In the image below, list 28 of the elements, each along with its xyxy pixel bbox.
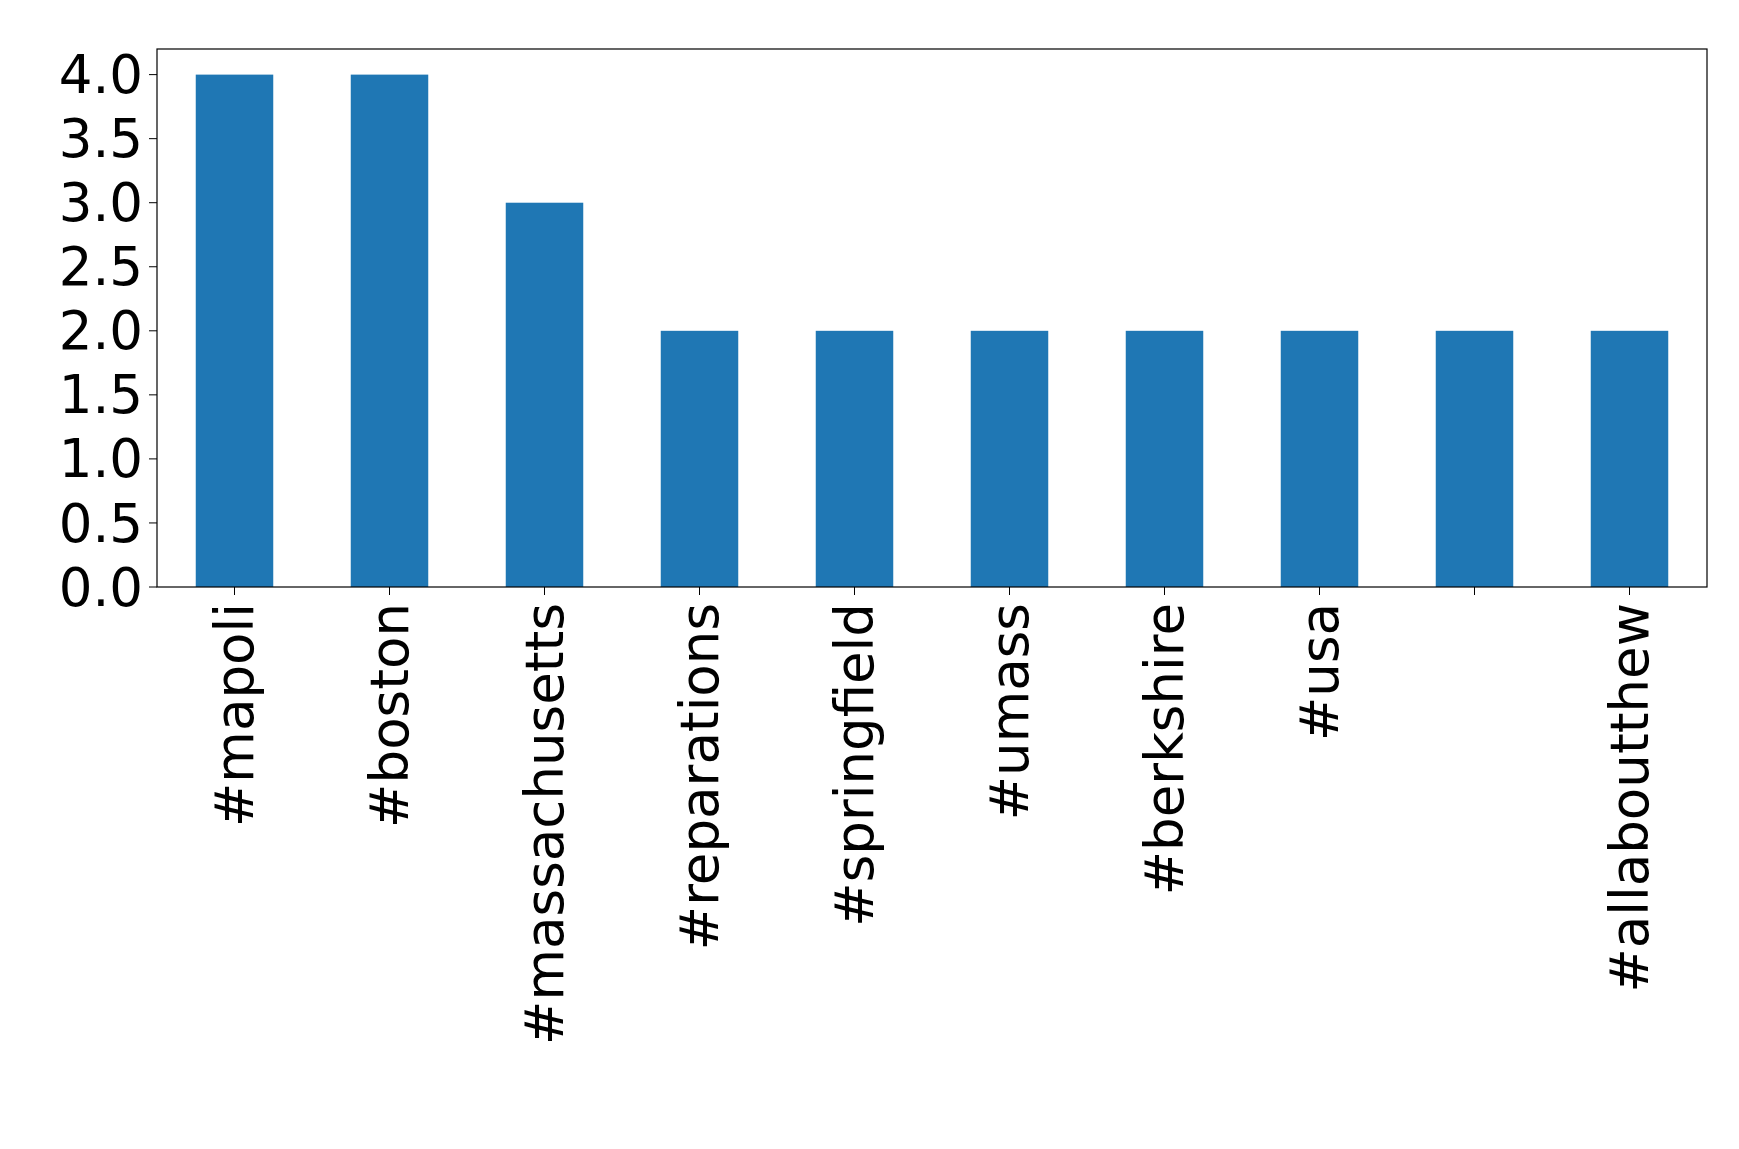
y-tick-label: 4.0 (58, 44, 143, 106)
x-tick-label: #massachusetts (514, 603, 576, 1045)
y-tick-label: 0.0 (58, 556, 143, 618)
bar (1435, 330, 1514, 587)
y-tick-label: 3.5 (58, 108, 143, 170)
x-tick-label: #reparations (669, 603, 731, 951)
bar (815, 330, 894, 587)
y-tick-label: 1.0 (58, 428, 143, 490)
y-tick-label: 2.0 (58, 300, 143, 362)
x-tick-label: #usa (1289, 603, 1351, 742)
bar (350, 74, 429, 587)
bar (195, 74, 274, 587)
y-tick-label: 0.5 (58, 492, 143, 554)
bar (1280, 330, 1359, 587)
x-tick-label: #mapoli (204, 603, 266, 828)
bar (1125, 330, 1204, 587)
y-tick-label: 1.5 (58, 364, 143, 426)
bar (970, 330, 1049, 587)
bar (660, 330, 739, 587)
x-tick-label: #springfield (824, 603, 886, 927)
x-tick-label: #allaboutthew (1599, 603, 1661, 993)
bar (1590, 330, 1669, 587)
y-tick-label: 2.5 (58, 236, 143, 298)
bar (505, 202, 584, 587)
y-tick-label: 3.0 (58, 172, 143, 234)
x-tick-label: #boston (359, 603, 421, 828)
x-tick-label: #umass (979, 603, 1041, 821)
x-tick-label: #berkshire (1134, 603, 1196, 896)
